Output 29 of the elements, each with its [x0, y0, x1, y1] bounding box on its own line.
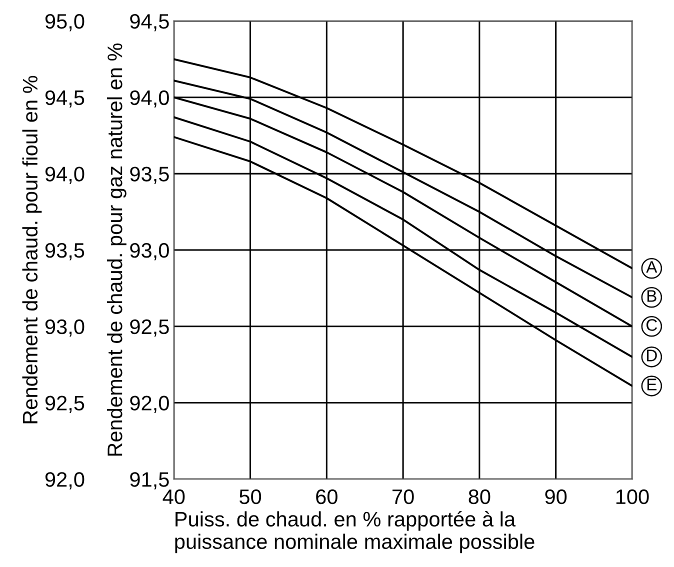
x-tick-label: 100	[616, 489, 649, 504]
y2-tick-label: 93,5	[45, 243, 84, 260]
x-tick-label: 80	[468, 489, 490, 504]
y-tick-label: 93,5	[130, 166, 169, 184]
legend-label: C	[646, 319, 658, 331]
y-tick-label: 92,0	[130, 396, 169, 413]
x-tick-label: 60	[316, 489, 338, 504]
y2-axis-title: Rendement de chaud. pour fioul en %	[22, 76, 42, 424]
y-axis-title: Rendement de chaud. pour gaz naturel en %	[106, 43, 126, 456]
legend-label: B	[647, 290, 656, 302]
x-tick-label: 50	[240, 489, 262, 504]
y2-tick-label: 93,0	[45, 319, 84, 337]
legend-label: E	[647, 378, 656, 390]
y2-tick-label: 94,0	[45, 166, 84, 184]
y-tick-label: 91,5	[130, 472, 169, 490]
y2-tick-label: 94,5	[45, 90, 84, 108]
y-tick-label: 93,0	[130, 243, 169, 260]
x-axis-title: Puiss. de chaud. en % rapportée à la puissance nominale maximale possible	[175, 511, 534, 554]
y2-tick-label: 92,0	[45, 472, 84, 490]
y-tick-label: 94,0	[130, 90, 169, 108]
x-tick-label: 40	[162, 489, 185, 504]
y2-tick-label: 95,0	[45, 14, 84, 32]
y-tick-label: 92,5	[130, 319, 169, 337]
series-label: A	[646, 261, 658, 273]
legend-label: D	[647, 350, 657, 362]
y-tick-label: 94,5	[130, 14, 169, 32]
x-tick-label: 90	[545, 489, 567, 504]
x-tick-label: 70	[392, 489, 414, 504]
y2-tick-label: 92,5	[45, 396, 84, 413]
